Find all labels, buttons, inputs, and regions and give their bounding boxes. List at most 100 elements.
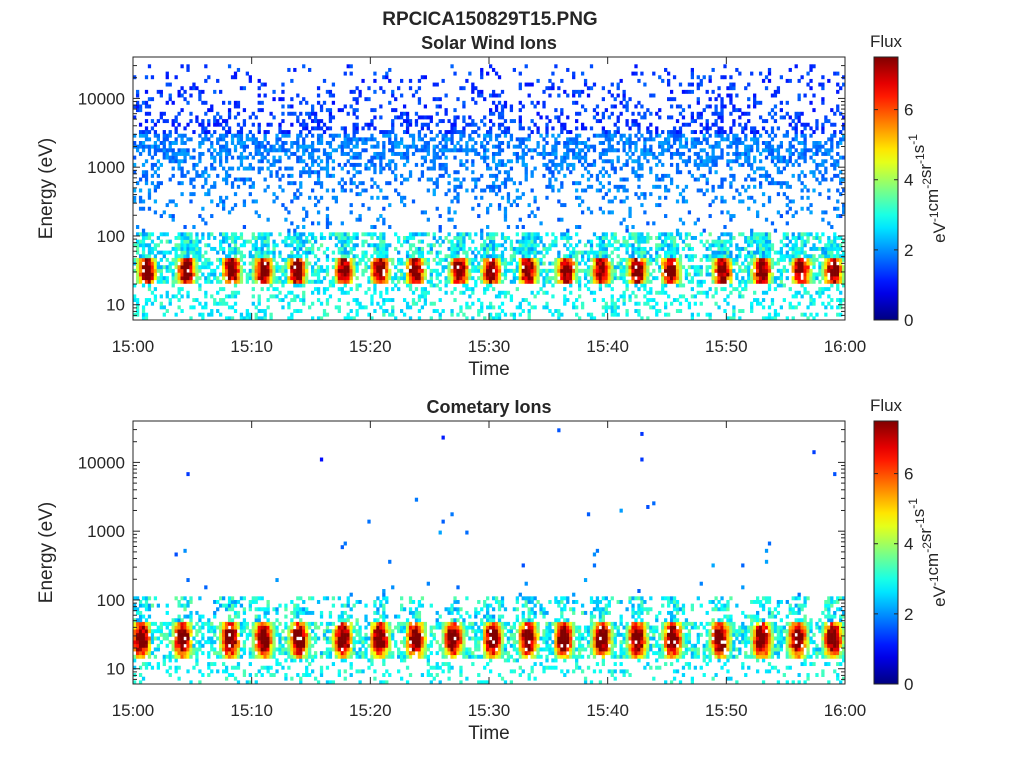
heatmap-cell: [566, 268, 570, 273]
heatmap-cell: [732, 177, 736, 182]
heatmap-cell: [578, 111, 582, 116]
heatmap-cell: [290, 141, 294, 145]
heatmap-cell: [239, 133, 244, 138]
heatmap-cell: [408, 316, 413, 321]
heatmap-cell: [518, 265, 522, 270]
heatmap-cell: [491, 188, 496, 193]
heatmap-cell: [459, 159, 463, 164]
heatmap-cell: [340, 221, 344, 226]
heatmap-cell: [625, 122, 629, 127]
heatmap-cell: [699, 78, 703, 83]
heatmap-cell: [738, 279, 742, 284]
heatmap-cell: [319, 301, 324, 306]
heatmap-cell: [509, 159, 514, 164]
heatmap-cell: [227, 250, 232, 255]
heatmap-cell: [447, 254, 451, 259]
heatmap-cell: [150, 155, 155, 160]
heatmap-cell: [753, 130, 757, 135]
heatmap-cell: [213, 246, 217, 251]
heatmap-cell: [702, 126, 706, 131]
heatmap-cell: [290, 279, 294, 284]
heatmap-cell: [643, 148, 647, 153]
heatmap-cell: [453, 108, 457, 113]
heatmap-cell: [598, 254, 603, 259]
heatmap-cell: [275, 287, 279, 292]
heatmap-cell: [411, 276, 416, 281]
heatmap-cell: [147, 298, 152, 303]
heatmap-cell: [675, 265, 680, 270]
heatmap-cell: [684, 137, 689, 142]
heatmap-cell: [385, 162, 389, 167]
heatmap-cell: [165, 290, 169, 295]
heatmap-cell: [174, 235, 178, 240]
heatmap-cell: [693, 119, 697, 124]
heatmap-cell: [474, 148, 478, 153]
heatmap-cell: [272, 162, 276, 167]
heatmap-cell: [592, 276, 597, 281]
heatmap-cell: [432, 181, 436, 186]
heatmap-cell: [296, 133, 300, 138]
heatmap-cell: [432, 144, 436, 149]
heatmap-cell: [367, 276, 371, 281]
heatmap-cell: [245, 137, 249, 142]
heatmap-cell: [397, 115, 401, 120]
heatmap-cell: [156, 133, 160, 138]
heatmap-cell: [195, 276, 199, 281]
heatmap-cell: [527, 82, 531, 87]
heatmap-cell: [506, 195, 511, 200]
heatmap-cell: [177, 276, 181, 281]
heatmap-cell: [741, 199, 745, 204]
heatmap-cell: [287, 210, 291, 215]
heatmap-cell: [578, 316, 582, 321]
heatmap-cell: [610, 265, 614, 270]
heatmap-cell: [201, 170, 205, 175]
heatmap-cell: [604, 309, 608, 313]
heatmap-cell: [153, 130, 158, 135]
heatmap-cell: [693, 221, 697, 226]
heatmap-cell: [465, 272, 469, 277]
heatmap-cell: [180, 265, 184, 270]
heatmap-cell: [414, 232, 419, 237]
heatmap-cell: [162, 151, 166, 156]
heatmap-cell: [266, 159, 270, 164]
heatmap-cell: [159, 305, 163, 310]
heatmap-cell: [720, 195, 724, 200]
heatmap-cell: [343, 239, 347, 244]
heatmap-cell: [699, 272, 703, 277]
heatmap-cell: [210, 155, 214, 160]
heatmap-cell: [447, 246, 451, 251]
heatmap-cell: [661, 141, 665, 145]
heatmap-cell: [382, 141, 386, 145]
heatmap-cell: [316, 287, 321, 292]
heatmap-cell: [216, 276, 220, 281]
heatmap-cell: [658, 246, 662, 251]
heatmap-cell: [601, 111, 605, 116]
heatmap-cell: [411, 290, 416, 295]
heatmap-cell: [545, 279, 549, 284]
heatmap-cell: [313, 268, 318, 273]
heatmap-cell: [563, 254, 567, 259]
heatmap-cell: [580, 254, 585, 259]
heatmap-cell: [153, 287, 158, 292]
heatmap-cell: [248, 137, 252, 142]
heatmap-cell: [417, 257, 422, 262]
heatmap-cell: [708, 265, 712, 270]
heatmap-cell: [483, 254, 487, 259]
heatmap-cell: [382, 246, 386, 251]
heatmap-cell: [640, 148, 644, 153]
heatmap-cell: [281, 203, 285, 208]
heatmap-cell: [616, 82, 620, 87]
heatmap-cell: [489, 265, 493, 270]
heatmap-cell: [432, 192, 436, 197]
heatmap-cell: [687, 279, 692, 284]
heatmap-cell: [539, 272, 543, 277]
heatmap-cell: [604, 159, 608, 164]
heatmap-cell: [322, 287, 327, 292]
heatmap-cell: [278, 159, 282, 164]
heatmap-cell: [578, 239, 582, 244]
heatmap-cell: [180, 181, 184, 186]
heatmap-cell: [405, 261, 410, 266]
heatmap-cell: [569, 170, 573, 175]
heatmap-cell: [272, 192, 276, 197]
heatmap-cell: [489, 279, 493, 284]
